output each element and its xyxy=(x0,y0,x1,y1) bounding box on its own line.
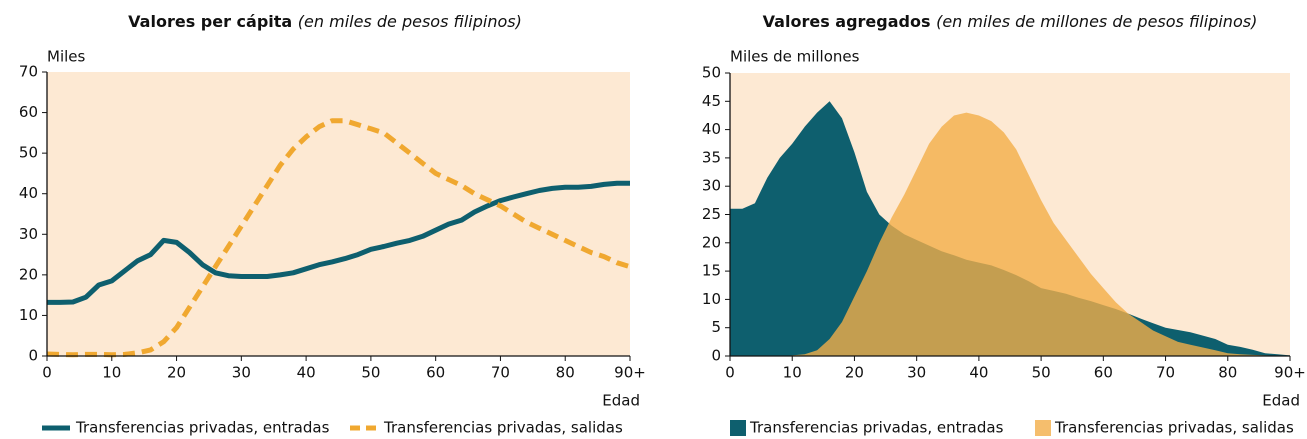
y-tick-label: 0 xyxy=(28,347,38,365)
y-tick-label: 15 xyxy=(702,262,721,280)
y-tick-label: 10 xyxy=(702,290,721,308)
x-tick-label: 70 xyxy=(1156,364,1175,382)
line xyxy=(47,180,630,305)
x-tick-label: 0 xyxy=(725,364,735,382)
x-tick-label: 10 xyxy=(783,364,802,382)
x-tick-label: 50 xyxy=(1032,364,1051,382)
y-axis-label: Miles xyxy=(47,48,86,66)
y-tick-label: 0 xyxy=(711,347,721,365)
x-tick-label: 30 xyxy=(232,364,251,382)
x-tick-label: 70 xyxy=(491,364,510,382)
x-axis-label: Edad xyxy=(602,392,640,410)
x-tick-label: 60 xyxy=(1094,364,1113,382)
y-tick-label: 70 xyxy=(19,63,38,81)
y-tick-label: 40 xyxy=(19,184,38,202)
y-tick-label: 30 xyxy=(702,177,721,195)
legend-label: Transferencias privadas, salidas xyxy=(383,419,623,437)
x-tick-label: 80 xyxy=(556,364,575,382)
line xyxy=(46,118,631,358)
x-tick-label: 80 xyxy=(1218,364,1237,382)
subtitle: (en miles de millones de pesos filipinos… xyxy=(936,12,1257,31)
y-tick-label: 35 xyxy=(702,148,721,166)
y-tick-label: 10 xyxy=(19,306,38,324)
y-axis-label: Miles de millones xyxy=(730,48,860,66)
x-tick-label: 60 xyxy=(426,364,445,382)
chart-title: Valores agregados (en miles de millones … xyxy=(763,12,1258,31)
y-tick-label: 25 xyxy=(702,205,721,223)
legend-label: Transferencias privadas, entradas xyxy=(749,419,1004,437)
x-tick-label: 50 xyxy=(361,364,380,382)
legend-swatch xyxy=(730,420,746,436)
y-tick-label: 20 xyxy=(19,265,38,283)
legend-label: Transferencias privadas, salidas xyxy=(1054,419,1294,437)
title: Valores agregados xyxy=(763,12,931,31)
y-tick-label: 50 xyxy=(19,144,38,162)
y-tick-label: 30 xyxy=(19,225,38,243)
legend-label: Transferencias privadas, entradas xyxy=(75,419,330,437)
x-tick-label: 30 xyxy=(907,364,926,382)
y-tick-label: 45 xyxy=(702,92,721,110)
x-axis-label: Edad xyxy=(1262,392,1300,410)
title: Valores per cápita xyxy=(128,12,292,31)
x-tick-label: 20 xyxy=(167,364,186,382)
y-tick-label: 5 xyxy=(711,318,721,336)
x-tick-label: 90+ xyxy=(614,364,646,382)
x-tick-label: 90+ xyxy=(1274,364,1306,382)
y-tick-label: 40 xyxy=(702,120,721,138)
x-tick-label: 40 xyxy=(297,364,316,382)
x-tick-label: 0 xyxy=(42,364,52,382)
legend-swatch xyxy=(1035,420,1051,436)
plot-background xyxy=(47,72,630,356)
chart-title: Valores per cápita (en miles de pesos fi… xyxy=(128,12,522,31)
y-tick-label: 50 xyxy=(702,64,721,82)
x-tick-label: 40 xyxy=(969,364,988,382)
x-tick-label: 10 xyxy=(102,364,121,382)
x-tick-label: 20 xyxy=(845,364,864,382)
y-tick-label: 20 xyxy=(702,233,721,251)
y-tick-label: 60 xyxy=(19,103,38,121)
area xyxy=(730,112,1290,356)
subtitle: (en miles de pesos filipinos) xyxy=(298,12,522,31)
